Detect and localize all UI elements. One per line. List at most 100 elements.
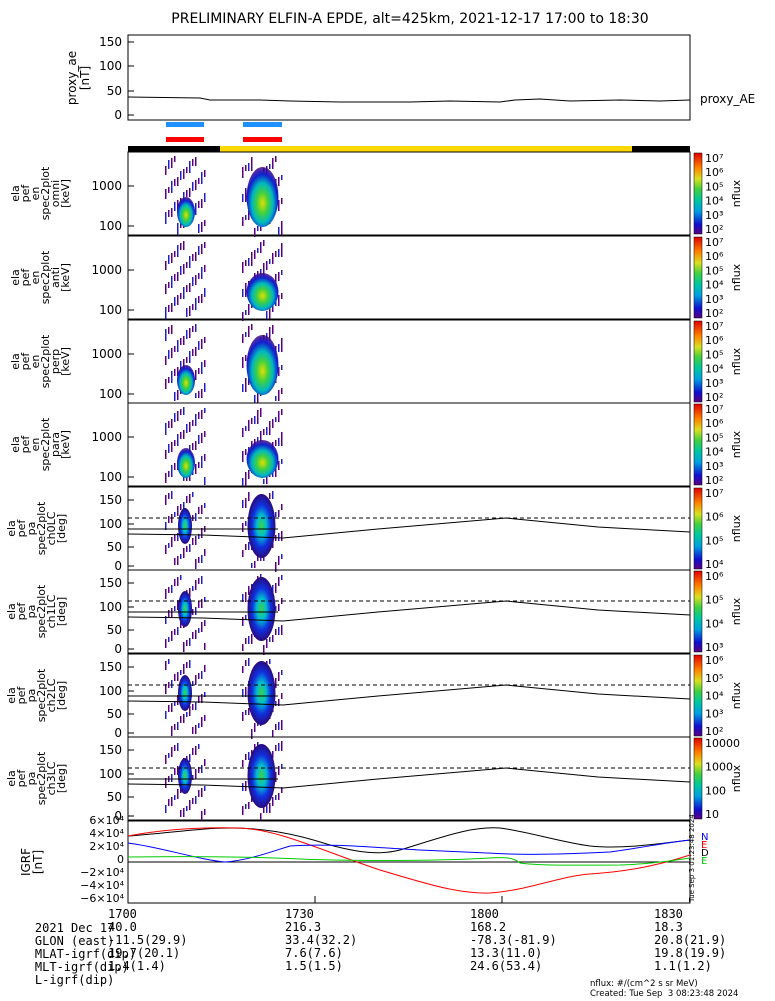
y-tick-label: 100 (99, 517, 122, 531)
panel-ela-pef-en-spec2plot-anti: 1001000elapefenspec2plotanti[keV]10²10³1… (9, 235, 743, 321)
spectrogram-pixel (195, 370, 197, 380)
spectrogram-pixel (177, 627, 179, 635)
spectrogram-pixel (272, 635, 274, 642)
spectrogram-pixel (201, 176, 203, 184)
colorbar (693, 403, 703, 486)
spectrogram-pixel (165, 450, 167, 459)
spectrogram-pixel (248, 326, 250, 336)
spectrogram-pixel (278, 627, 280, 635)
spectrogram-pixel (168, 753, 170, 758)
spectrogram-pixel (204, 242, 206, 248)
spectrogram-pixel (242, 783, 244, 791)
spectrogram-pixel (180, 810, 182, 817)
ephemeris-label: L-igrf(dip) (34, 973, 115, 987)
spectrogram-pixel (189, 706, 191, 716)
spectrogram-pixel (201, 222, 203, 232)
spectrogram-pixel (186, 190, 188, 197)
colorbar-tick-label: 100 (705, 784, 726, 797)
spectrogram-pixel (198, 246, 200, 254)
spectrogram-pixel (278, 604, 280, 611)
colorbar-tick-label: 10⁵ (705, 348, 723, 361)
spectrogram-pixel (174, 768, 176, 775)
spectrogram-pixel (269, 309, 271, 319)
spectrogram-pixel (195, 157, 197, 166)
spectrogram-pixel (278, 556, 280, 565)
igrf-tick-label: 4×10⁴ (89, 827, 124, 840)
spectrogram-pixel (242, 617, 244, 626)
spectrogram-pixel (189, 638, 191, 646)
spectrogram-pixel (269, 493, 271, 499)
spectrogram-pixel (281, 554, 283, 559)
y-axis-label-line: ela (5, 770, 18, 787)
spectrogram-pixel (168, 799, 170, 806)
y-axis-label-line: pa (25, 605, 38, 619)
spectrogram-pixel (248, 658, 250, 666)
spectrogram-pixel (272, 797, 274, 806)
spectrogram-pixel (272, 253, 274, 263)
colorbar-tick-label: 10⁴ (705, 617, 724, 630)
igrf-legend-e: E (701, 840, 707, 851)
spectrogram-pixel (168, 350, 170, 358)
spectrogram-pixel (263, 240, 265, 246)
spectrogram-pixel (171, 442, 173, 452)
spectrogram-pixel (192, 420, 194, 426)
spectrogram-pixel (171, 491, 173, 499)
spectrogram-pixel (195, 513, 197, 521)
spectrogram-pixel (278, 177, 280, 186)
ephemeris-value: 19.8(19.9) (654, 946, 727, 960)
spectrogram-pixel (204, 643, 206, 650)
colorbar (693, 320, 703, 403)
spectrogram-pixel (263, 267, 265, 277)
spectrogram-pixel (242, 312, 244, 321)
spectrogram-pixel (204, 360, 206, 367)
spectrogram-pixel (278, 344, 280, 352)
spectrogram-pixel (177, 672, 179, 681)
spectrogram-pixel (245, 638, 247, 644)
spectrogram-pixel (275, 440, 277, 446)
colorbar-tick-label: 10 (705, 808, 719, 821)
igrf-tick-label: −4×10⁴ (80, 879, 124, 892)
spectrogram-pixel (165, 356, 167, 365)
spectrogram-pixel (177, 200, 179, 210)
spectrogram-pixel (186, 357, 188, 363)
spectrogram-pixel (266, 805, 268, 813)
spectrogram-pixel (180, 670, 182, 675)
y-axis-label-line: ch0LC (45, 511, 58, 545)
spectrogram-pixel (201, 271, 203, 279)
spectrogram-pixel (195, 536, 197, 545)
spectrogram-pixel (174, 274, 176, 281)
spectrogram-pixel (204, 786, 206, 791)
spectrogram-blob (247, 744, 276, 809)
spectrogram-pixel (198, 435, 200, 443)
spectrogram-pixel (242, 262, 244, 272)
spectrogram-pixel (201, 460, 203, 468)
colorbar-tick-label: 10⁶ (705, 417, 724, 430)
spectrogram-pixel (183, 808, 185, 817)
spectrogram-blob (177, 197, 195, 227)
spectrogram-pixel (257, 393, 259, 403)
spectrogram-pixel (278, 390, 280, 400)
created-note: Created: Tue Sep 3 08:23:48 2024 (590, 989, 739, 999)
y-axis-label-line: [keV] (59, 430, 72, 459)
spectrogram-pixel (180, 621, 182, 628)
spectrogram-pixel (198, 224, 200, 232)
spectrogram-pixel (183, 664, 185, 674)
y-axis-label-line: [deg] (55, 681, 68, 710)
igrf-green-line (127, 856, 691, 866)
spectrogram-pixel (195, 796, 197, 804)
spectrogram-pixel (251, 256, 253, 266)
spectrogram-pixel (180, 716, 182, 723)
spectrogram-pixel (242, 644, 244, 651)
ephemeris-value: 1700 (108, 907, 137, 921)
spectrogram-pixel (275, 724, 277, 730)
spectrogram-pixel (201, 410, 203, 419)
igrf-tick-label: 2×10⁴ (89, 840, 124, 853)
spectrogram-pixel (192, 254, 194, 261)
y-axis-label-line: pef (19, 268, 32, 287)
spectrogram-pixel (269, 164, 271, 169)
spectrogram-pixel (281, 720, 283, 730)
spectrogram-pixel (248, 492, 250, 501)
spectrogram-pixel (177, 438, 179, 446)
